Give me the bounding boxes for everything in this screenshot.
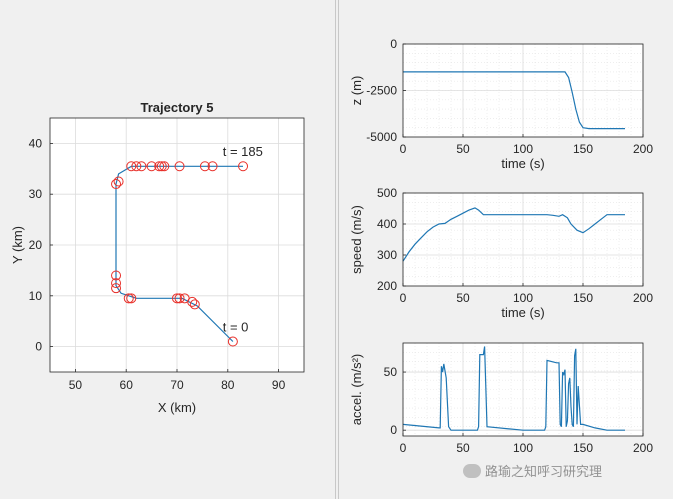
y-tick-label: 0 bbox=[35, 340, 42, 354]
x-tick-label: 0 bbox=[400, 291, 407, 305]
x-tick-label: 100 bbox=[513, 291, 533, 305]
y-tick-label: 200 bbox=[377, 279, 397, 293]
x-tick-label: 200 bbox=[633, 441, 653, 455]
x-tick-label: 50 bbox=[456, 142, 470, 156]
waypoint-marker bbox=[146, 161, 157, 172]
x-tick-label: 200 bbox=[633, 142, 653, 156]
waypoint-marker bbox=[172, 293, 182, 304]
waypoint-marker bbox=[238, 161, 249, 172]
waypoint-marker bbox=[199, 161, 210, 172]
y-tick-label: 20 bbox=[29, 238, 43, 252]
trajectory-chart: t = 185 t = 0 50 60 70 80 90 0 10 20 30 40 Traject… bbox=[10, 100, 305, 415]
waypoint-marker bbox=[174, 293, 185, 304]
speed-x-axis-label: time (s) bbox=[501, 305, 544, 320]
x-tick-label: 150 bbox=[573, 441, 593, 455]
waypoint-marker bbox=[159, 161, 170, 172]
speed-chart: 0 50 100 150 200 200 300 400 500 time (s) speed (m… bbox=[349, 186, 653, 320]
waypoint-marker bbox=[111, 270, 122, 281]
y-tick-label: -2500 bbox=[366, 84, 397, 98]
right-figure-panel: 0 50 100 150 200 -5000 -2500 0 time (s) z (m) 0 50 1… bbox=[338, 0, 673, 499]
speed-series-line bbox=[402, 207, 625, 262]
y-tick-label: 0 bbox=[390, 423, 397, 437]
accel-series-line bbox=[402, 346, 625, 431]
z-series-line bbox=[403, 71, 625, 130]
accel-y-axis-label: accel. (m/s²) bbox=[349, 354, 364, 426]
x-tick-label: 60 bbox=[120, 378, 134, 392]
x-tick-label: 0 bbox=[400, 142, 407, 156]
waypoint-marker bbox=[126, 293, 137, 304]
x-tick-label: 50 bbox=[456, 291, 470, 305]
x-tick-label: 100 bbox=[513, 441, 533, 455]
y-tick-label: 10 bbox=[29, 289, 43, 303]
x-tick-label: 100 bbox=[513, 142, 533, 156]
waypoint-marker bbox=[113, 176, 124, 187]
x-tick-label: 200 bbox=[633, 291, 653, 305]
waypoint-marker bbox=[174, 161, 185, 172]
waypoint-marker bbox=[123, 293, 134, 304]
waypoint-marker bbox=[111, 179, 122, 190]
waypoint-marker bbox=[154, 161, 165, 172]
waypoint-marker bbox=[189, 299, 200, 310]
trajectory-line bbox=[115, 165, 243, 342]
x-tick-label: 70 bbox=[170, 378, 184, 392]
x-tick-label: 150 bbox=[573, 142, 593, 156]
z-y-axis-label: z (m) bbox=[349, 76, 364, 106]
y-tick-label: 300 bbox=[377, 248, 397, 262]
y-tick-label: 500 bbox=[377, 186, 397, 200]
time-annotation: t = 0 bbox=[223, 319, 249, 334]
watermark-text: 路瑜之知呼习研究理 bbox=[485, 465, 603, 480]
waypoint-marker bbox=[136, 161, 147, 172]
y-tick-label: 50 bbox=[384, 365, 398, 379]
y-tick-label: 400 bbox=[377, 217, 397, 231]
x-tick-label: 80 bbox=[221, 378, 235, 392]
watermark: 路瑜之知呼习研究理 bbox=[463, 461, 602, 480]
time-series-charts: 0 50 100 150 200 -5000 -2500 0 time (s) z (m) 0 50 1… bbox=[349, 37, 653, 455]
x-tick-label: 50 bbox=[69, 378, 83, 392]
y-tick-label: 0 bbox=[390, 37, 397, 51]
x-tick-label: 50 bbox=[456, 441, 470, 455]
wechat-icon bbox=[463, 464, 481, 478]
x-tick-label: 90 bbox=[272, 378, 286, 392]
time-annotation: t = 185 bbox=[223, 144, 263, 159]
waypoint-marker bbox=[227, 336, 238, 347]
accel-chart: 0 50 100 150 200 0 50 accel. (m/s²) bbox=[349, 342, 653, 455]
speed-y-axis-label: speed (m/s) bbox=[349, 205, 364, 274]
x-axis-label: X (km) bbox=[158, 400, 196, 415]
chart-title: Trajectory 5 bbox=[141, 100, 214, 115]
waypoint-marker bbox=[111, 278, 122, 289]
y-axis-label: Y (km) bbox=[10, 226, 25, 264]
y-tick-label: 40 bbox=[29, 136, 43, 150]
y-tick-label: 30 bbox=[29, 187, 43, 201]
z-chart: 0 50 100 150 200 -5000 -2500 0 time (s) z (m) bbox=[349, 37, 653, 171]
waypoint-marker bbox=[126, 161, 137, 172]
z-x-axis-label: time (s) bbox=[501, 156, 544, 171]
y-tick-label: -5000 bbox=[366, 130, 397, 144]
x-tick-label: 150 bbox=[573, 291, 593, 305]
left-figure-panel: t = 185 t = 0 50 60 70 80 90 0 10 20 30 40 Traject… bbox=[0, 0, 336, 499]
waypoint-marker bbox=[179, 293, 190, 304]
waypoint-marker bbox=[111, 283, 122, 294]
waypoint-marker bbox=[131, 161, 142, 172]
waypoint-marker bbox=[156, 161, 167, 172]
x-tick-label: 0 bbox=[400, 441, 407, 455]
waypoint-marker bbox=[207, 161, 218, 172]
